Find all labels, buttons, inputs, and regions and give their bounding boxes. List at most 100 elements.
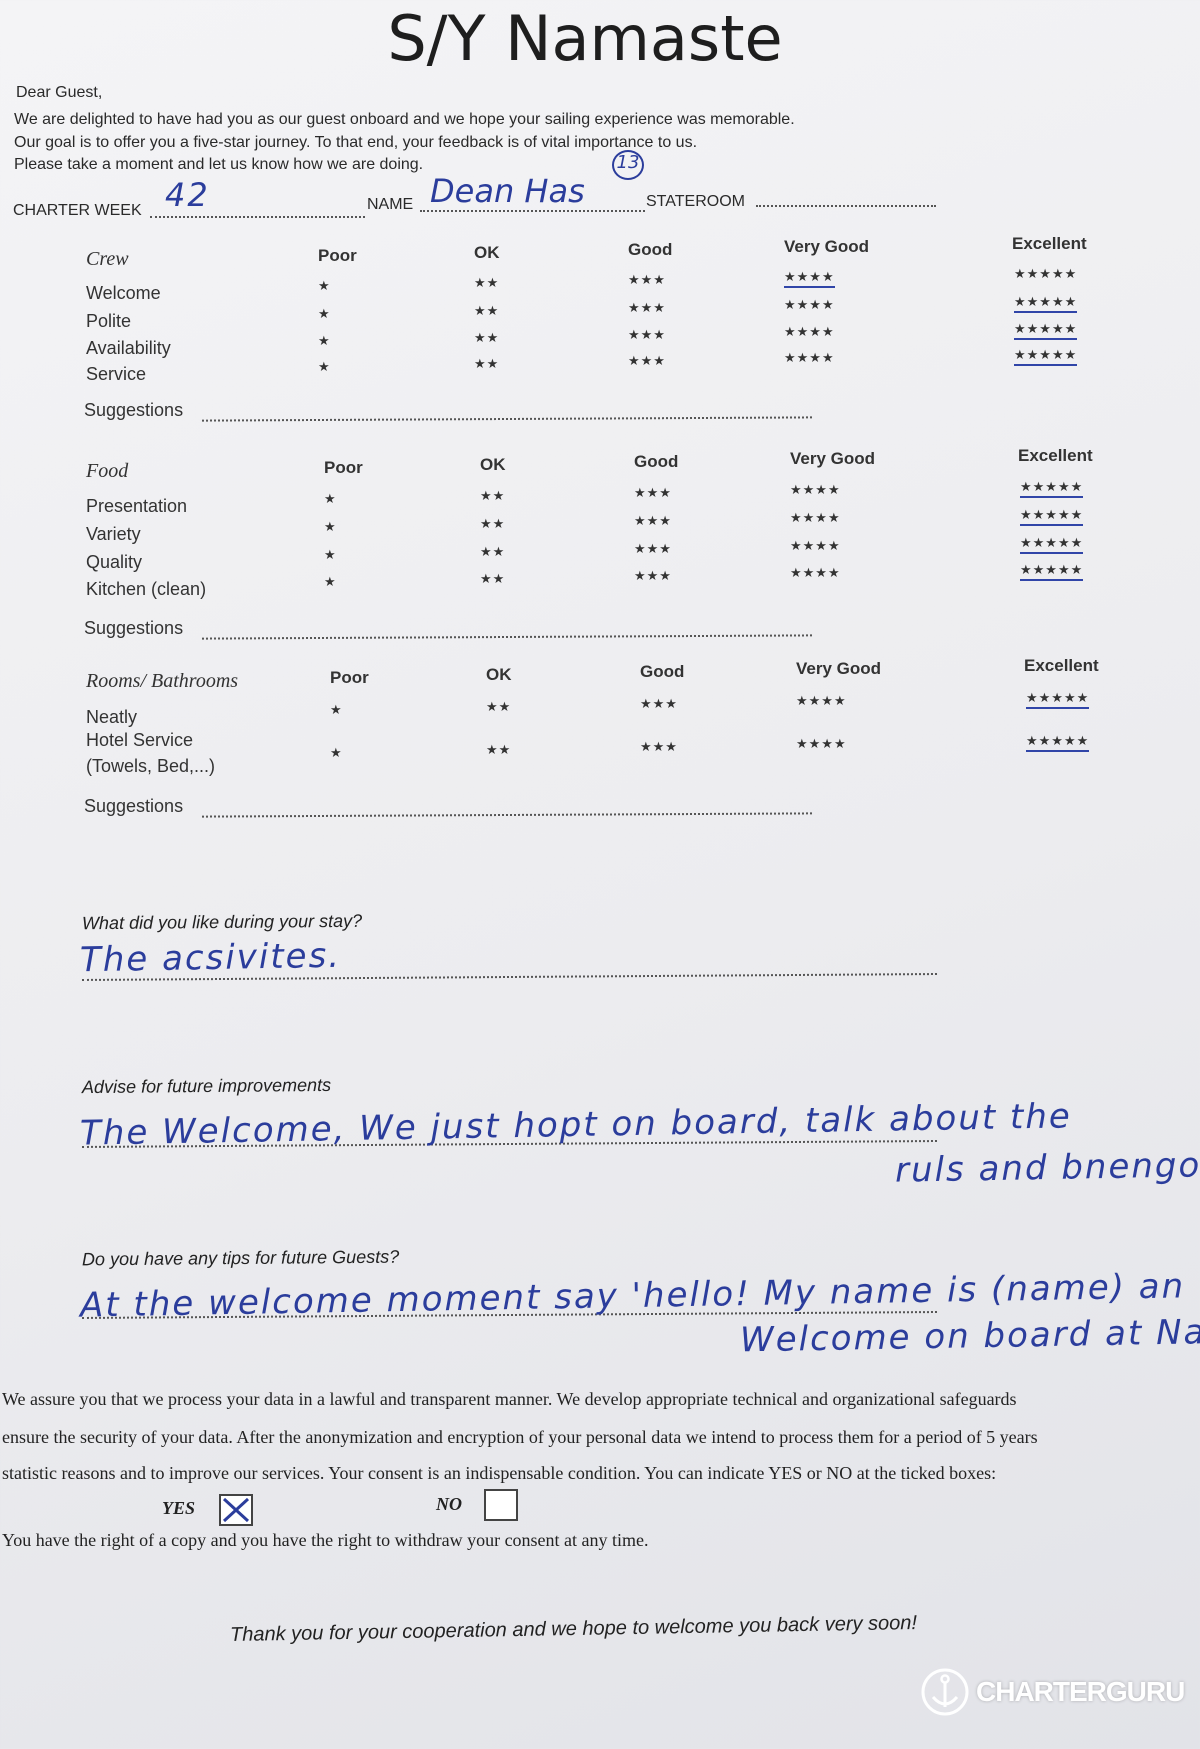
watermark-logo: CHARTERGURU — [920, 1667, 1185, 1717]
answer-text[interactable]: The acsivites. — [79, 935, 342, 981]
rating-column-header: Very Good — [790, 449, 876, 468]
question-label: Do you have any tips for future Guests? — [81, 1246, 400, 1270]
rating-row-label: Quality — [86, 552, 143, 572]
rating-option-selected[interactable]: ★★★★★ — [1020, 535, 1084, 554]
suggestions-line — [201, 416, 813, 422]
answer-text[interactable]: Welcome on board at Nam — [739, 1311, 1200, 1361]
rating-row-label: Neatly — [86, 707, 138, 727]
rating-option[interactable]: ★ — [330, 745, 343, 760]
rating-option[interactable]: ★★ — [480, 571, 506, 586]
rating-option[interactable]: ★★★★ — [796, 693, 847, 708]
rating-option[interactable]: ★ — [324, 547, 337, 562]
section-title: Food — [86, 460, 129, 482]
rating-option[interactable]: ★★ — [486, 699, 512, 714]
rating-option[interactable]: ★ — [324, 491, 337, 506]
suggestions-label: Suggestions — [84, 400, 184, 420]
rating-option-selected[interactable]: ★★★★★ — [1014, 321, 1078, 340]
rating-option[interactable]: ★★★★ — [790, 565, 841, 580]
rating-option[interactable]: ★★ — [480, 488, 506, 503]
closing-message: Thank you for your cooperation and we ho… — [229, 1612, 918, 1646]
rating-row-label: Variety — [86, 524, 141, 544]
rating-option[interactable]: ★ — [324, 574, 337, 589]
suggestions-line — [201, 812, 813, 818]
rating-option[interactable]: ★★★★ — [784, 350, 835, 365]
rating-option[interactable]: ★★★ — [628, 300, 666, 315]
rating-option[interactable]: ★★★★ — [784, 297, 835, 312]
rating-column-header: Very Good — [796, 659, 882, 678]
rating-option[interactable]: ★★ — [474, 303, 500, 318]
rating-row-label: Welcome — [86, 283, 161, 303]
rating-option[interactable]: ★★★ — [628, 353, 666, 368]
rating-option[interactable]: ★★★★ — [790, 538, 841, 553]
rating-option[interactable]: ★★★ — [634, 485, 672, 500]
rating-option-selected[interactable]: ★★★★★ — [1026, 690, 1090, 709]
rating-option[interactable]: ★★★ — [634, 513, 672, 528]
name-field[interactable]: Dean Has — [430, 172, 585, 210]
intro-line: Please take a moment and let us know how… — [14, 156, 424, 173]
rating-row-label: Kitchen (clean) — [86, 579, 207, 599]
rating-option[interactable]: ★ — [318, 278, 331, 293]
rating-option-selected[interactable]: ★★★★★ — [1014, 294, 1078, 313]
rating-column-header: Very Good — [784, 237, 870, 256]
rating-option[interactable]: ★★★★ — [784, 324, 835, 339]
rating-option[interactable]: ★★★ — [640, 739, 678, 754]
rating-option[interactable]: ★★ — [474, 275, 500, 290]
rating-option[interactable]: ★ — [324, 519, 337, 534]
question-label: Advise for future improvements — [81, 1074, 332, 1098]
rating-row-label: Polite — [86, 311, 132, 331]
rating-column-header: Poor — [324, 458, 363, 477]
rating-option[interactable]: ★★ — [486, 742, 512, 757]
section-title: Crew — [86, 248, 129, 270]
rating-option[interactable]: ★★★ — [628, 272, 666, 287]
rating-option-selected[interactable]: ★★★★★ — [1026, 733, 1090, 752]
rating-option[interactable]: ★ — [330, 702, 343, 717]
rating-column-header: Good — [640, 662, 685, 681]
charter-week-field[interactable]: 42 — [165, 176, 210, 214]
consent-text: ensure the security of your data. After … — [2, 1427, 1038, 1447]
consent-text: statistic reasons and to improve our ser… — [2, 1463, 997, 1483]
rating-option[interactable]: ★★ — [474, 330, 500, 345]
answer-text[interactable]: The Welcome, We just hopt on board, talk… — [79, 1096, 1073, 1154]
consent-text: We assure you that we process your data … — [2, 1389, 1017, 1409]
rating-column-header: Excellent — [1018, 446, 1093, 465]
rating-option[interactable]: ★★★ — [634, 568, 672, 583]
yes-label: YES — [162, 1498, 196, 1518]
no-checkbox[interactable] — [484, 1489, 518, 1521]
rating-column-header: Good — [634, 452, 679, 471]
answer-text[interactable]: ruls and bnengo — [894, 1145, 1200, 1191]
rating-option[interactable]: ★★★ — [628, 327, 666, 342]
rating-option[interactable]: ★★★★ — [796, 736, 847, 751]
charter-week-label: CHARTER WEEK — [13, 202, 142, 219]
rating-option[interactable]: ★★★ — [634, 541, 672, 556]
rating-option-selected[interactable]: ★★★★★ — [1014, 347, 1078, 366]
check-x-icon — [222, 1497, 250, 1523]
rating-option[interactable]: ★★ — [474, 356, 500, 371]
intro-line: We are delighted to have had you as our … — [14, 111, 795, 128]
rating-row-label: Service — [86, 364, 147, 384]
rating-option[interactable]: ★★★★ — [790, 510, 841, 525]
watermark-text: CHARTERGURU — [976, 1676, 1185, 1707]
rating-option-selected[interactable]: ★★★★★ — [1020, 479, 1084, 498]
rating-column-header: Poor — [330, 668, 369, 687]
anchor-icon — [921, 1668, 969, 1716]
rating-option[interactable]: ★★ — [480, 544, 506, 559]
rating-option[interactable]: ★ — [318, 306, 331, 321]
rating-column-header: OK — [480, 455, 506, 474]
yes-checkbox[interactable] — [219, 1494, 253, 1526]
rating-option-selected[interactable]: ★★★★★ — [1020, 562, 1084, 581]
name-label: NAME — [367, 196, 414, 213]
rating-row-label: Hotel Service (Towels, Bed,...) — [86, 730, 216, 776]
rating-option-selected[interactable]: ★★★★ — [784, 269, 835, 288]
rating-option[interactable]: ★★★★★ — [1014, 266, 1078, 281]
rating-row-label: Availability — [86, 338, 171, 358]
suggestions-label: Suggestions — [84, 796, 184, 816]
rating-option[interactable]: ★ — [318, 333, 331, 348]
rating-option[interactable]: ★ — [318, 359, 331, 374]
rating-option-selected[interactable]: ★★★★★ — [1020, 507, 1084, 526]
suggestions-line — [201, 634, 813, 640]
consent-rights: You have the right of a copy and you hav… — [2, 1530, 649, 1550]
rating-option[interactable]: ★★★★ — [790, 482, 841, 497]
rating-option[interactable]: ★★★ — [640, 696, 678, 711]
form-title: S/Y Namaste — [387, 2, 783, 75]
rating-option[interactable]: ★★ — [480, 516, 506, 531]
